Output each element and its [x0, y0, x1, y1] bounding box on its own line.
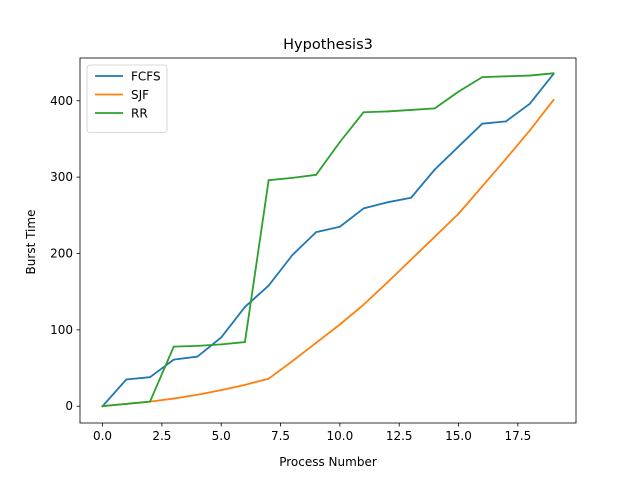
- data-point-rr-7: [267, 179, 270, 182]
- data-point-rr-12: [386, 110, 389, 113]
- data-point-rr-9: [315, 173, 318, 176]
- data-point-fcfs-11: [362, 207, 365, 210]
- data-point-sjf-18: [528, 129, 531, 132]
- data-point-rr-10: [338, 141, 341, 143]
- legend-label-rr: RR: [131, 107, 148, 121]
- series-line-sjf: [101, 98, 555, 408]
- data-point-rr-19: [552, 72, 555, 75]
- data-point-fcfs-2: [149, 376, 151, 379]
- series-line-fcfs: [101, 72, 555, 408]
- data-point-rr-4: [196, 344, 199, 347]
- y-tick-label: 300: [50, 170, 73, 184]
- data-point-rr-14: [433, 107, 436, 110]
- data-point-rr-0: [101, 405, 104, 408]
- x-tick-label: 0.0: [93, 429, 112, 443]
- x-tick-label: 10.0: [327, 429, 354, 443]
- data-point-rr-2: [149, 400, 151, 403]
- y-tick-label: 200: [50, 246, 73, 260]
- data-point-fcfs-8: [291, 254, 294, 256]
- x-tick-label: 2.5: [152, 429, 171, 443]
- data-point-fcfs-17: [505, 120, 507, 123]
- series-layer: [101, 72, 555, 408]
- data-point-sjf-11: [362, 303, 365, 306]
- data-point-rr-18: [528, 74, 531, 77]
- y-axis-ticks: 0 100 200 300 400: [50, 94, 80, 413]
- data-point-fcfs-7: [267, 284, 270, 287]
- series-line-rr: [101, 72, 555, 408]
- legend: FCFS SJF RR: [86, 64, 168, 133]
- data-point-fcfs-18: [528, 102, 531, 105]
- data-point-fcfs-10: [338, 225, 341, 228]
- x-tick-label: 17.5: [504, 429, 531, 443]
- data-point-sjf-15: [457, 212, 460, 215]
- data-point-sjf-12: [386, 281, 389, 284]
- y-tick-label: 400: [50, 94, 73, 108]
- legend-label-sjf: SJF: [131, 88, 149, 102]
- y-tick-label: 100: [50, 323, 73, 337]
- data-point-rr-16: [481, 76, 484, 78]
- data-point-fcfs-12: [386, 201, 389, 204]
- x-tick-label: 15.0: [445, 429, 472, 443]
- data-point-rr-8: [291, 176, 294, 179]
- plot-frame: [79, 57, 577, 424]
- data-point-rr-3: [172, 345, 175, 348]
- data-point-sjf-3: [172, 397, 175, 400]
- data-point-sjf-5: [220, 389, 223, 392]
- data-point-fcfs-15: [457, 145, 460, 148]
- y-tick-label: 0: [65, 399, 73, 413]
- x-tick-label: 12.5: [386, 429, 413, 443]
- data-point-sjf-10: [338, 323, 341, 326]
- data-point-fcfs-16: [481, 122, 484, 125]
- data-point-sjf-4: [196, 393, 199, 396]
- data-point-sjf-7: [267, 377, 270, 380]
- data-point-sjf-9: [315, 341, 318, 344]
- data-point-rr-11: [362, 111, 365, 114]
- x-tick-label: 7.5: [271, 429, 290, 443]
- data-point-rr-15: [457, 90, 460, 93]
- data-point-sjf-16: [481, 185, 484, 188]
- data-point-fcfs-3: [172, 358, 175, 361]
- y-axis-label: Burst Time: [24, 210, 38, 275]
- data-point-rr-13: [410, 109, 412, 111]
- data-point-rr-1: [125, 403, 128, 405]
- data-point-fcfs-5: [220, 336, 223, 339]
- data-point-fcfs-14: [433, 168, 436, 171]
- data-point-fcfs-6: [244, 306, 246, 308]
- data-point-rr-6: [244, 341, 246, 343]
- data-point-sjf-8: [291, 360, 294, 363]
- data-point-fcfs-13: [410, 196, 412, 199]
- data-point-rr-5: [220, 343, 223, 346]
- x-tick-label: 5.0: [212, 429, 231, 443]
- legend-label-fcfs: FCFS: [131, 70, 161, 84]
- data-point-fcfs-9: [315, 231, 318, 234]
- data-point-fcfs-1: [125, 378, 128, 381]
- data-point-rr-17: [505, 75, 507, 78]
- legend-box: [86, 64, 168, 133]
- data-point-sjf-19: [552, 99, 555, 101]
- data-point-sjf-6: [244, 383, 246, 386]
- data-point-fcfs-4: [196, 355, 199, 358]
- x-axis-ticks: 0.0 2.5 5.0 7.5 10.0 12.5 15.0 17.5: [93, 423, 531, 443]
- data-point-sjf-17: [505, 157, 507, 160]
- data-point-sjf-13: [410, 258, 412, 261]
- x-axis-label: Process Number: [279, 455, 377, 469]
- chart-title: Hypothesis3: [283, 37, 373, 53]
- data-point-sjf-14: [433, 235, 436, 238]
